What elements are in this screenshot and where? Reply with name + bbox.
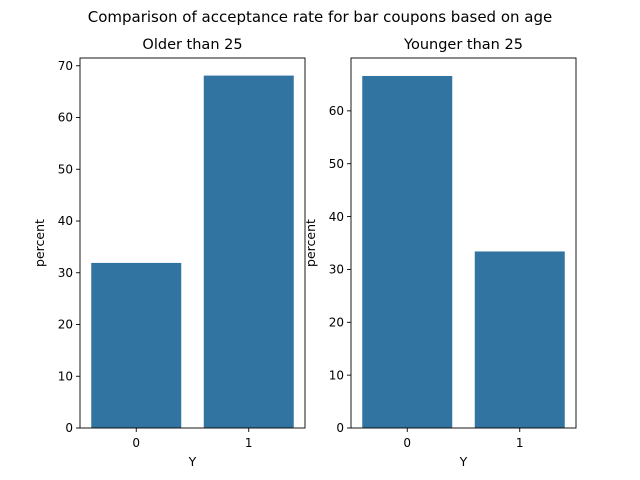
bar-0: [362, 75, 453, 428]
panel-title: Older than 25: [142, 37, 242, 53]
y-tick-label: 60: [329, 104, 344, 118]
y-axis-label: percent: [32, 219, 47, 267]
y-tick-label: 50: [329, 157, 344, 171]
bar-1: [203, 75, 294, 428]
panel-title: Younger than 25: [403, 37, 523, 53]
x-tick-label: 0: [132, 436, 140, 450]
x-tick-label: 1: [245, 436, 253, 450]
x-axis-label: Y: [188, 454, 197, 469]
y-tick-label: 10: [58, 369, 73, 383]
figure-suptitle: Comparison of acceptance rate for bar co…: [88, 8, 553, 26]
y-axis-label: percent: [303, 219, 318, 267]
bar-1: [474, 251, 565, 428]
y-tick-label: 0: [65, 421, 73, 435]
y-tick-label: 20: [329, 315, 344, 329]
x-tick-label: 1: [516, 436, 524, 450]
y-tick-label: 70: [58, 59, 73, 73]
axes-frame: [350, 57, 577, 429]
bar-0: [91, 262, 182, 428]
y-tick-label: 30: [58, 266, 73, 280]
y-tick-label: 40: [329, 210, 344, 224]
y-tick-label: 10: [329, 368, 344, 382]
y-tick-label: 60: [58, 111, 73, 125]
y-tick-label: 20: [58, 318, 73, 332]
y-tick-label: 30: [329, 263, 344, 277]
y-tick-label: 40: [58, 214, 73, 228]
x-tick-label: 0: [403, 436, 411, 450]
y-tick-label: 50: [58, 162, 73, 176]
y-tick-label: 0: [336, 421, 344, 435]
x-axis-label: Y: [459, 454, 468, 469]
axes-frame: [79, 57, 306, 429]
